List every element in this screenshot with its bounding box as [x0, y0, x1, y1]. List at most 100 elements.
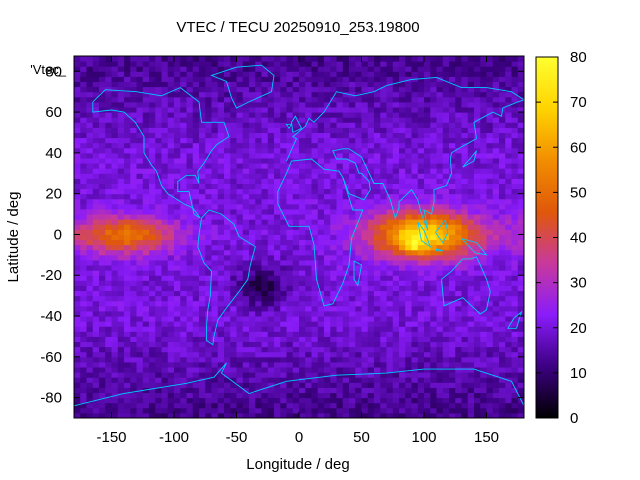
heatmap-cell — [280, 382, 287, 388]
heatmap-cell — [99, 152, 106, 159]
heatmap-cell — [286, 407, 294, 414]
heatmap-cell — [324, 310, 331, 317]
heatmap-cell — [136, 173, 144, 179]
heatmap-cell — [267, 392, 275, 399]
heatmap-cell — [380, 137, 387, 144]
heatmap-cell — [392, 305, 400, 312]
heatmap-cell — [511, 336, 519, 343]
heatmap-cell — [149, 183, 156, 190]
heatmap-cell — [511, 387, 519, 394]
heatmap-cell — [455, 203, 462, 210]
heatmap-cell — [449, 122, 456, 128]
heatmap-cell — [330, 295, 337, 302]
heatmap-cell — [117, 229, 125, 235]
heatmap-cell — [136, 178, 144, 184]
heatmap-cell — [317, 249, 325, 256]
heatmap-cell — [405, 244, 412, 251]
heatmap-cell — [274, 71, 281, 77]
heatmap-cell — [417, 356, 425, 363]
heatmap-cell — [399, 208, 406, 215]
heatmap-cell — [480, 203, 487, 210]
heatmap-cell — [467, 178, 475, 184]
heatmap-cell — [280, 203, 287, 210]
heatmap-cell — [380, 214, 387, 220]
heatmap-cell — [155, 81, 162, 88]
heatmap-cell — [399, 147, 406, 154]
heatmap-cell — [480, 351, 487, 358]
heatmap-cell — [80, 127, 87, 133]
heatmap-cell — [217, 341, 225, 348]
heatmap-cell — [280, 295, 287, 302]
heatmap-cell — [117, 382, 125, 388]
heatmap-cell — [105, 203, 112, 210]
heatmap-cell — [249, 152, 256, 159]
heatmap-cell — [374, 249, 381, 256]
heatmap-cell — [149, 147, 156, 154]
heatmap-cell — [392, 300, 400, 307]
heatmap-cell — [86, 316, 94, 322]
heatmap-cell — [230, 117, 237, 123]
heatmap-cell — [461, 173, 469, 179]
heatmap-cell — [486, 183, 494, 190]
heatmap-cell — [405, 173, 412, 179]
heatmap-cell — [299, 336, 306, 343]
heatmap-cell — [105, 214, 112, 220]
heatmap-cell — [461, 244, 469, 251]
heatmap-cell — [374, 203, 381, 210]
heatmap-cell — [136, 163, 144, 169]
heatmap-cell — [449, 402, 456, 409]
heatmap-cell — [161, 183, 169, 190]
heatmap-cell — [486, 224, 494, 230]
heatmap-cell — [292, 198, 300, 205]
heatmap-cell — [442, 341, 450, 348]
heatmap-cell — [330, 341, 337, 348]
heatmap-cell — [130, 219, 137, 225]
heatmap-cell — [80, 117, 87, 123]
heatmap-cell — [217, 402, 225, 409]
heatmap-cell — [124, 341, 131, 348]
heatmap-cell — [349, 341, 356, 348]
heatmap-cell — [424, 377, 431, 383]
heatmap-cell — [217, 183, 225, 190]
heatmap-cell — [224, 86, 231, 93]
heatmap-cell — [224, 254, 231, 261]
heatmap-cell — [436, 305, 444, 312]
heatmap-cell — [505, 295, 512, 302]
heatmap-cell — [280, 66, 287, 72]
heatmap-cell — [355, 341, 362, 348]
heatmap-cell — [292, 203, 300, 210]
heatmap-cell — [124, 356, 131, 363]
heatmap-cell — [486, 157, 494, 164]
heatmap-cell — [149, 336, 156, 343]
heatmap-cell — [261, 157, 269, 164]
heatmap-cell — [286, 127, 294, 133]
heatmap-cell — [424, 193, 431, 200]
heatmap-cell — [392, 356, 400, 363]
heatmap-cell — [455, 300, 462, 307]
heatmap-cell — [217, 198, 225, 205]
heatmap-cell — [361, 300, 369, 307]
heatmap-cell — [211, 346, 219, 353]
heatmap-cell — [411, 305, 419, 312]
heatmap-cell — [167, 356, 175, 363]
heatmap-cell — [492, 249, 500, 256]
heatmap-cell — [486, 152, 494, 159]
heatmap-cell — [342, 275, 350, 281]
heatmap-cell — [349, 249, 356, 256]
heatmap-cell — [361, 392, 369, 399]
heatmap-cell — [161, 214, 169, 220]
heatmap-cell — [324, 300, 331, 307]
heatmap-cell — [142, 341, 150, 348]
heatmap-cell — [180, 147, 187, 154]
heatmap-cell — [430, 122, 437, 128]
heatmap-cell — [86, 81, 94, 88]
heatmap-cell — [99, 132, 106, 139]
heatmap-cell — [380, 178, 387, 184]
heatmap-cell — [192, 168, 200, 174]
heatmap-cell — [374, 147, 381, 154]
heatmap-cell — [511, 361, 519, 368]
heatmap-cell — [111, 117, 119, 123]
heatmap-cell — [111, 377, 119, 383]
heatmap-cell — [367, 208, 375, 215]
heatmap-cell — [180, 208, 187, 215]
